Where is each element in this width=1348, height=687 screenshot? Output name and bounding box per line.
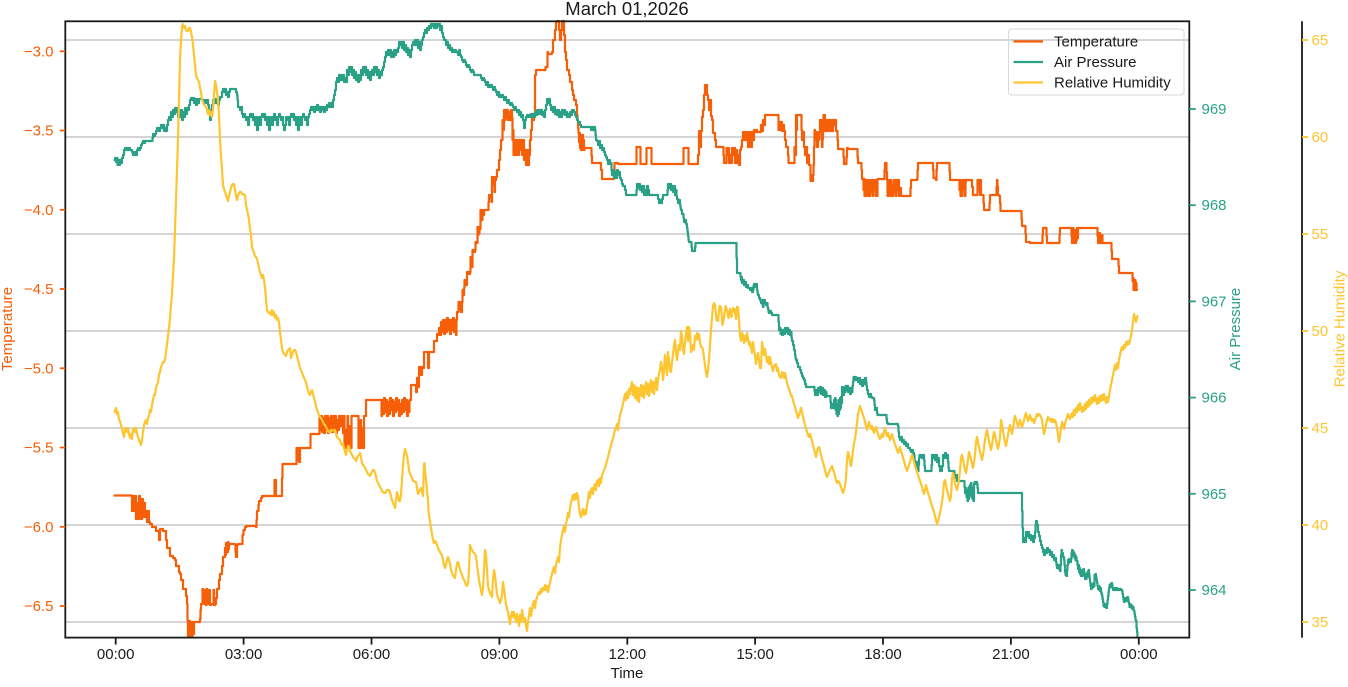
svg-text:−6.5: −6.5 bbox=[24, 598, 54, 615]
svg-text:15:00: 15:00 bbox=[736, 646, 774, 663]
svg-text:00:00: 00:00 bbox=[97, 646, 135, 663]
svg-text:09:00: 09:00 bbox=[481, 646, 519, 663]
svg-text:969: 969 bbox=[1202, 101, 1227, 118]
svg-text:06:00: 06:00 bbox=[353, 646, 391, 663]
svg-text:45: 45 bbox=[1312, 420, 1329, 437]
svg-text:−3.0: −3.0 bbox=[24, 43, 54, 60]
svg-text:Relative Humidity: Relative Humidity bbox=[1332, 270, 1348, 387]
svg-text:−6.0: −6.0 bbox=[24, 519, 54, 536]
svg-text:Time: Time bbox=[611, 665, 644, 682]
svg-text:−5.5: −5.5 bbox=[24, 440, 54, 457]
svg-text:−4.0: −4.0 bbox=[24, 202, 54, 219]
svg-text:Air Pressure: Air Pressure bbox=[1054, 54, 1137, 71]
svg-text:967: 967 bbox=[1202, 293, 1227, 310]
svg-text:964: 964 bbox=[1202, 582, 1227, 599]
svg-text:00:00: 00:00 bbox=[1120, 646, 1158, 663]
svg-text:965: 965 bbox=[1202, 486, 1227, 503]
svg-text:40: 40 bbox=[1312, 517, 1329, 534]
svg-text:Temperature: Temperature bbox=[1054, 34, 1138, 51]
svg-text:Air Pressure: Air Pressure bbox=[1227, 288, 1244, 371]
svg-text:968: 968 bbox=[1202, 197, 1227, 214]
svg-text:Relative Humidity: Relative Humidity bbox=[1054, 75, 1171, 92]
svg-text:−3.5: −3.5 bbox=[24, 123, 54, 140]
svg-text:21:00: 21:00 bbox=[992, 646, 1030, 663]
svg-text:966: 966 bbox=[1202, 390, 1227, 407]
svg-text:65: 65 bbox=[1312, 32, 1329, 49]
svg-text:35: 35 bbox=[1312, 614, 1329, 631]
svg-text:18:00: 18:00 bbox=[864, 646, 902, 663]
svg-text:−4.5: −4.5 bbox=[24, 281, 54, 298]
svg-text:60: 60 bbox=[1312, 129, 1329, 146]
svg-text:55: 55 bbox=[1312, 226, 1329, 243]
svg-text:Temperature: Temperature bbox=[0, 287, 16, 371]
svg-text:12:00: 12:00 bbox=[609, 646, 647, 663]
svg-text:50: 50 bbox=[1312, 323, 1329, 340]
svg-text:03:00: 03:00 bbox=[225, 646, 263, 663]
svg-text:March 01,2026: March 01,2026 bbox=[565, 0, 688, 19]
svg-text:−5.0: −5.0 bbox=[24, 360, 54, 377]
